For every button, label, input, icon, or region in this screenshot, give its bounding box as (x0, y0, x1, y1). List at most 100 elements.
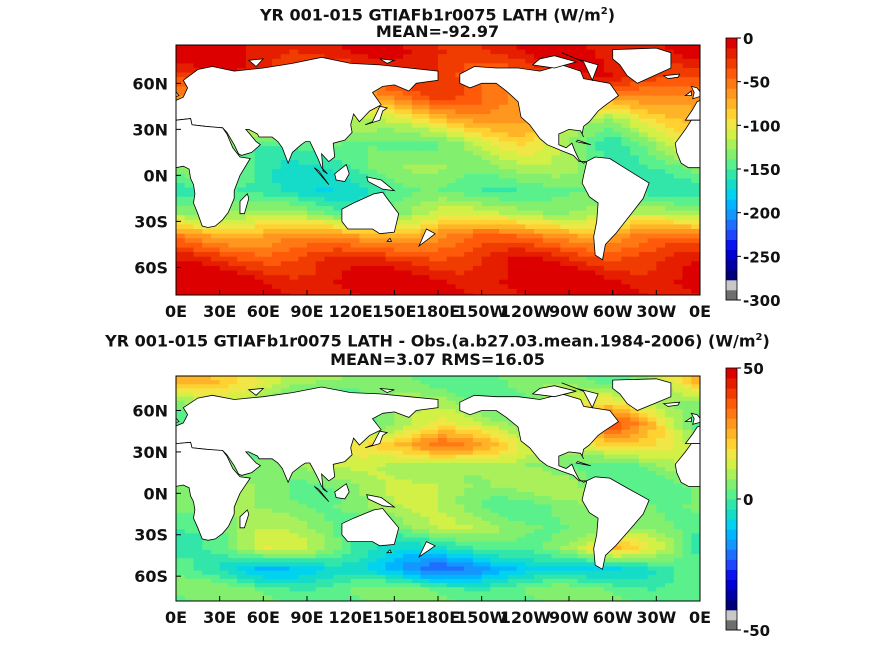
field-cell (691, 400, 700, 406)
field-cell (420, 127, 430, 133)
field-cell (507, 183, 518, 189)
field-cell (551, 376, 561, 381)
field-cell (560, 238, 570, 244)
field-cell (516, 206, 526, 212)
field-cell (193, 58, 203, 64)
field-cell (237, 261, 247, 267)
field-cell (612, 63, 623, 69)
field-cell (394, 252, 404, 258)
field-cell (438, 467, 448, 472)
field-cell (280, 275, 291, 281)
field-cell (429, 164, 439, 170)
field-cell (638, 458, 649, 464)
field-cell (499, 252, 509, 258)
field-cell (176, 77, 186, 83)
field-cell (280, 178, 291, 184)
field-cell (638, 160, 649, 166)
field-cell (280, 229, 291, 235)
field-cell (534, 279, 544, 285)
field-cell (307, 275, 317, 281)
field-cell (446, 81, 457, 87)
field-cell (682, 275, 692, 281)
field-cell (673, 155, 684, 161)
field-cell (691, 293, 700, 295)
field-cell (394, 233, 404, 239)
field-cell (446, 45, 457, 51)
field-cell (446, 155, 457, 161)
field-cell (202, 270, 212, 276)
field-cell (263, 169, 273, 175)
field-cell (228, 242, 238, 249)
field-cell (481, 45, 492, 51)
field-cell (403, 146, 413, 152)
field-cell (368, 173, 378, 179)
field-cell (385, 150, 395, 156)
field-cell (603, 68, 614, 74)
field-cell (420, 215, 430, 221)
field-cell (612, 405, 623, 410)
field-cell (542, 155, 553, 161)
field-cell (324, 242, 334, 249)
field-cell (446, 270, 457, 276)
field-cell (403, 388, 413, 394)
field-cell (525, 178, 535, 184)
field-cell (263, 392, 273, 398)
field-cell (193, 392, 203, 398)
field-cell (324, 54, 334, 60)
field-cell (612, 471, 623, 476)
field-cell (621, 229, 631, 235)
field-cell (394, 438, 404, 443)
field-cell (184, 173, 195, 179)
field-cell (176, 483, 186, 489)
field-cell (411, 109, 422, 115)
field-cell (202, 49, 212, 55)
field-cell (656, 256, 666, 262)
field-cell (490, 109, 500, 115)
field-cell (673, 109, 684, 115)
field-cell (341, 458, 352, 464)
field-cell (490, 265, 500, 272)
field-cell (647, 454, 657, 460)
field-cell (490, 446, 500, 452)
field-cell (403, 201, 413, 207)
field-cell (490, 160, 500, 166)
field-cell (516, 187, 526, 193)
field-cell (516, 127, 526, 133)
field-cell (237, 183, 247, 189)
field-cell (228, 256, 238, 262)
field-cell (446, 54, 457, 60)
field-cell (429, 265, 439, 272)
field-cell (333, 238, 343, 244)
field-cell (184, 224, 195, 230)
colorbar-swatch (726, 58, 737, 69)
field-cell (507, 434, 518, 439)
field-cell (621, 270, 631, 276)
field-cell (516, 479, 526, 485)
field-cell (307, 178, 317, 184)
field-cell (525, 270, 535, 276)
field-cell (665, 413, 675, 419)
field-cell (656, 104, 666, 110)
field-cell (385, 376, 395, 381)
field-cell (420, 86, 430, 92)
field-cell (656, 400, 666, 406)
field-cell (298, 150, 308, 156)
field-cell (455, 215, 465, 221)
field-cell (673, 229, 684, 235)
field-cell (673, 192, 684, 198)
field-cell (176, 173, 186, 179)
field-cell (455, 392, 465, 398)
field-cell (682, 400, 692, 406)
field-cell (595, 45, 605, 51)
field-cell (542, 233, 553, 239)
field-cell (481, 164, 492, 170)
field-cell (656, 109, 666, 115)
field-cell (577, 215, 588, 221)
field-cell (490, 127, 500, 133)
field-cell (420, 63, 430, 69)
field-cell (499, 471, 509, 476)
field-cell (569, 49, 579, 55)
field-cell (481, 104, 492, 110)
field-cell (315, 201, 326, 207)
field-cell (455, 293, 465, 295)
